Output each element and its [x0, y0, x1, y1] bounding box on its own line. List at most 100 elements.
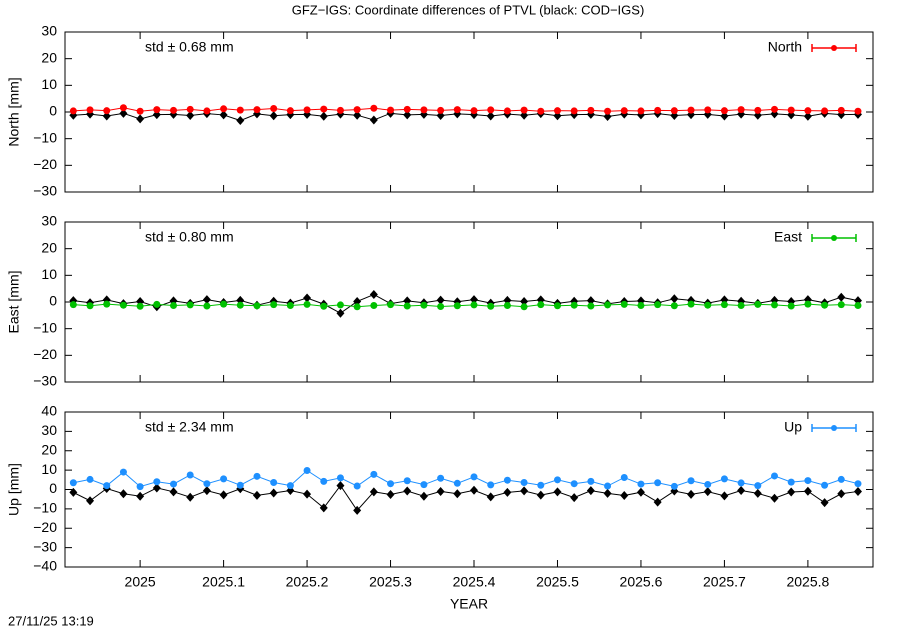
- data-point: [553, 107, 561, 115]
- data-point: [203, 107, 211, 115]
- y-tick-label: −30: [33, 183, 57, 199]
- y-tick-label: −10: [33, 500, 57, 516]
- data-point: [170, 480, 178, 488]
- data-point: [320, 105, 328, 113]
- y-tick-label: −40: [33, 558, 57, 574]
- y-tick-label: 30: [41, 213, 57, 229]
- data-point: [320, 302, 328, 310]
- data-point: [119, 489, 128, 499]
- data-point: [136, 107, 144, 115]
- data-point: [253, 302, 261, 310]
- data-point: [119, 468, 127, 476]
- data-point: [369, 115, 378, 125]
- std-annotation: std ± 0.80 mm: [145, 229, 234, 245]
- data-point: [821, 107, 829, 115]
- y-axis-label: East [mm]: [6, 270, 22, 333]
- data-point: [687, 300, 695, 308]
- data-point: [336, 106, 344, 114]
- data-point: [86, 475, 94, 483]
- data-point: [754, 300, 762, 308]
- data-point: [286, 482, 294, 490]
- data-point: [520, 479, 528, 487]
- data-point: [720, 475, 728, 483]
- data-point: [119, 301, 127, 309]
- data-point: [420, 106, 428, 114]
- y-tick-label: 10: [41, 76, 57, 92]
- data-point: [603, 112, 612, 122]
- data-point: [654, 301, 662, 309]
- plot-area: [69, 104, 862, 126]
- data-point: [270, 479, 278, 487]
- data-point: [303, 300, 311, 308]
- data-point: [269, 488, 278, 498]
- x-tick-label: 2025.1: [202, 574, 245, 590]
- data-point: [754, 106, 762, 114]
- data-point: [704, 480, 712, 488]
- data-point: [320, 477, 328, 485]
- std-annotation: std ± 0.68 mm: [145, 39, 234, 55]
- data-point: [821, 301, 829, 309]
- data-point: [604, 301, 612, 309]
- y-tick-label: −10: [33, 129, 57, 145]
- data-point: [353, 303, 361, 311]
- data-point: [387, 301, 395, 309]
- y-tick-label: −20: [33, 156, 57, 172]
- plot-frame: [64, 411, 874, 568]
- y-tick-label: 30: [41, 422, 57, 438]
- data-point: [353, 505, 362, 515]
- data-point: [737, 301, 745, 309]
- data-point: [369, 487, 378, 497]
- data-point: [553, 302, 561, 310]
- data-point: [103, 107, 111, 115]
- data-point: [804, 300, 812, 308]
- data-point: [803, 111, 812, 121]
- data-point: [436, 295, 445, 305]
- data-point: [286, 301, 294, 309]
- data-point: [403, 477, 411, 485]
- data-point: [353, 106, 361, 114]
- data-point: [586, 296, 595, 306]
- data-point: [236, 116, 245, 126]
- data-point: [820, 498, 829, 508]
- data-point: [153, 300, 161, 308]
- data-point: [837, 106, 845, 114]
- data-point: [720, 111, 729, 121]
- y-axis-label: Up [mm]: [6, 463, 22, 516]
- data-point: [453, 479, 461, 487]
- data-point: [503, 301, 511, 309]
- data-point: [754, 482, 762, 490]
- data-point: [570, 301, 578, 309]
- x-tick-label: 2025.6: [620, 574, 663, 590]
- data-point: [854, 301, 862, 309]
- data-point: [86, 302, 94, 310]
- data-point: [102, 111, 111, 121]
- x-tick-label: 2025.2: [286, 574, 329, 590]
- data-point: [336, 474, 344, 482]
- data-point: [69, 107, 77, 115]
- data-point: [486, 492, 495, 502]
- data-point: [487, 481, 495, 489]
- data-point: [654, 479, 662, 487]
- data-point: [370, 470, 378, 478]
- data-point: [837, 475, 845, 483]
- data-point: [586, 486, 595, 496]
- data-point: [520, 296, 529, 306]
- data-point: [670, 107, 678, 115]
- data-point: [186, 471, 194, 479]
- data-point: [854, 107, 862, 115]
- data-point: [153, 106, 161, 114]
- data-point: [570, 107, 578, 115]
- data-point: [787, 478, 795, 486]
- data-point: [670, 294, 679, 304]
- data-point: [637, 301, 645, 309]
- data-point: [503, 476, 511, 484]
- data-point: [437, 303, 445, 311]
- data-point: [821, 481, 829, 489]
- data-point: [470, 485, 479, 495]
- data-point: [403, 302, 411, 310]
- y-tick-label: 30: [41, 23, 57, 39]
- data-point: [153, 478, 161, 486]
- y-tick-label: 0: [49, 293, 57, 309]
- data-point: [420, 481, 428, 489]
- y-tick-label: 10: [41, 266, 57, 282]
